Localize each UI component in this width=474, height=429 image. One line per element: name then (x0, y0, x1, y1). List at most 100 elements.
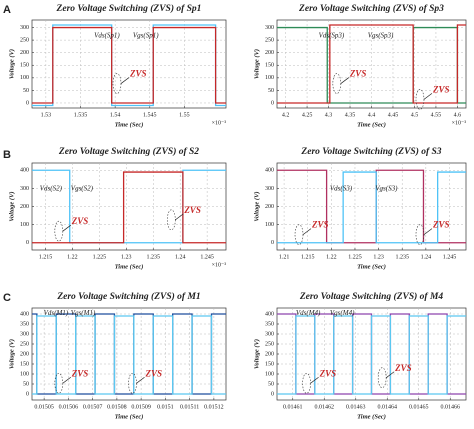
x-tick-label: 1.54 (110, 112, 121, 118)
chart-title: Zero Voltage Switching (ZVS) of S3 (300, 146, 441, 157)
y-tick-label: 200 (265, 204, 274, 210)
x-tick-label: 1.22 (326, 254, 337, 260)
legend-label: Vgs(M4) (330, 309, 355, 317)
y-tick-label: 0 (271, 100, 274, 106)
y-axis-label: Voltage (V) (8, 339, 15, 369)
x-tick-label: 1.55 (179, 112, 190, 118)
zvs-arrow (120, 77, 130, 84)
x-exponent: ×10⁻³ (212, 120, 227, 126)
x-tick-label: 0.01506 (59, 404, 79, 410)
annotation: ZVS (71, 368, 89, 378)
x-tick-label: 0.01507 (83, 404, 103, 410)
zvs-arrow (423, 228, 433, 235)
legend-label: Vds(Sp1) (94, 31, 120, 39)
x-tick-label: 1.235 (147, 254, 161, 260)
y-tick-label: 0 (271, 240, 274, 246)
legend-label: Vds(S2) (40, 185, 63, 193)
x-tick-label: 0.01505 (34, 404, 54, 410)
x-tick-label: 0.01509 (131, 404, 151, 410)
x-tick-label: 1.225 (348, 254, 362, 260)
chart-title: Zero Voltage Switching (ZVS) of M1 (56, 291, 200, 302)
y-tick-label: 300 (265, 25, 274, 31)
x-axis-label: Time (Sec) (115, 413, 144, 420)
panel-label: A (3, 4, 11, 16)
y-tick-label: 400 (20, 311, 29, 317)
x-tick-label: 4.3 (325, 112, 333, 118)
y-tick-label: 350 (20, 321, 29, 327)
x-tick-label: 4.55 (431, 112, 442, 118)
x-tick-label: 1.215 (39, 254, 53, 260)
zvs-arrow (136, 376, 145, 384)
x-tick-label: 1.23 (121, 254, 132, 260)
y-tick-label: 300 (265, 331, 274, 337)
y-tick-label: 50 (268, 88, 274, 94)
panel-label: B (3, 149, 11, 161)
x-tick-label: 1.53 (41, 112, 52, 118)
annotation: ZVS (71, 216, 89, 226)
x-axis-label: Time (Sec) (115, 263, 144, 270)
y-axis-label: Voltage (V) (253, 339, 260, 369)
chart-title: Zero Voltage Switching (ZVS) of Sp1 (56, 3, 202, 14)
y-tick-label: 250 (20, 341, 29, 347)
series-line (277, 315, 466, 395)
x-tick-label: 4.35 (345, 112, 356, 118)
legend-label: Vgs(S3) (375, 185, 398, 193)
y-tick-label: 250 (20, 37, 29, 43)
y-tick-label: 300 (20, 331, 29, 337)
y-tick-label: 200 (265, 50, 274, 56)
x-tick-label: 0.01466 (441, 404, 461, 410)
x-tick-label: 1.21 (279, 254, 290, 260)
legend-label: Vds(S3) (330, 185, 353, 193)
legend-label: Vds(Sp3) (319, 31, 345, 39)
x-tick-label: 0.01511 (180, 404, 199, 410)
x-tick-label: 0.01508 (107, 404, 127, 410)
annotation: ZVS (432, 84, 450, 94)
y-tick-label: 0 (26, 100, 29, 106)
y-tick-label: 100 (20, 75, 29, 81)
x-tick-label: 0.01464 (378, 404, 398, 410)
y-axis-label: Voltage (V) (8, 191, 15, 221)
legend-label: Vds(M4) (296, 309, 321, 317)
series-line (277, 171, 466, 244)
x-tick-label: 1.245 (200, 254, 214, 260)
y-tick-label: 50 (268, 381, 274, 387)
y-tick-label: 50 (23, 88, 29, 94)
x-exponent: ×10⁻³ (452, 120, 467, 126)
x-tick-label: 0.01465 (409, 404, 429, 410)
y-tick-label: 200 (20, 204, 29, 210)
legend-label: Vgs(S2) (71, 185, 94, 193)
x-tick-label: 4.5 (411, 112, 419, 118)
panel-label: C (3, 292, 11, 304)
y-tick-label: 150 (20, 63, 29, 69)
x-tick-label: 1.235 (395, 254, 409, 260)
legend-label: Vgs(Sp3) (368, 31, 394, 39)
annotation: ZVS (432, 220, 450, 230)
x-tick-label: 1.245 (443, 254, 457, 260)
x-axis-label: Time (Sec) (357, 121, 386, 128)
annotation: ZVS (311, 220, 329, 230)
legend-label: Vgs(M1) (71, 309, 96, 317)
y-tick-label: 400 (265, 311, 274, 317)
y-tick-label: 50 (23, 381, 29, 387)
legend-label: Vds(M1) (44, 309, 69, 317)
x-tick-label: 1.24 (175, 254, 186, 260)
y-tick-label: 100 (265, 371, 274, 377)
series-line (32, 26, 226, 104)
x-tick-label: 1.215 (301, 254, 315, 260)
x-axis-label: Time (Sec) (357, 413, 386, 420)
y-tick-label: 150 (265, 361, 274, 367)
zvs-arrow (62, 224, 72, 232)
y-tick-label: 250 (265, 37, 274, 43)
y-tick-label: 100 (20, 371, 29, 377)
y-tick-label: 200 (20, 351, 29, 357)
y-tick-label: 400 (265, 168, 274, 174)
y-tick-label: 200 (20, 50, 29, 56)
x-tick-label: 0.01512 (204, 404, 224, 410)
x-tick-label: 4.25 (302, 112, 313, 118)
y-tick-label: 300 (265, 186, 274, 192)
x-tick-label: 1.24 (421, 254, 432, 260)
y-tick-label: 250 (265, 341, 274, 347)
chart-title: Zero Voltage Switching (ZVS) of S2 (58, 146, 199, 157)
y-tick-label: 0 (26, 391, 29, 397)
x-axis-label: Time (Sec) (115, 121, 144, 128)
